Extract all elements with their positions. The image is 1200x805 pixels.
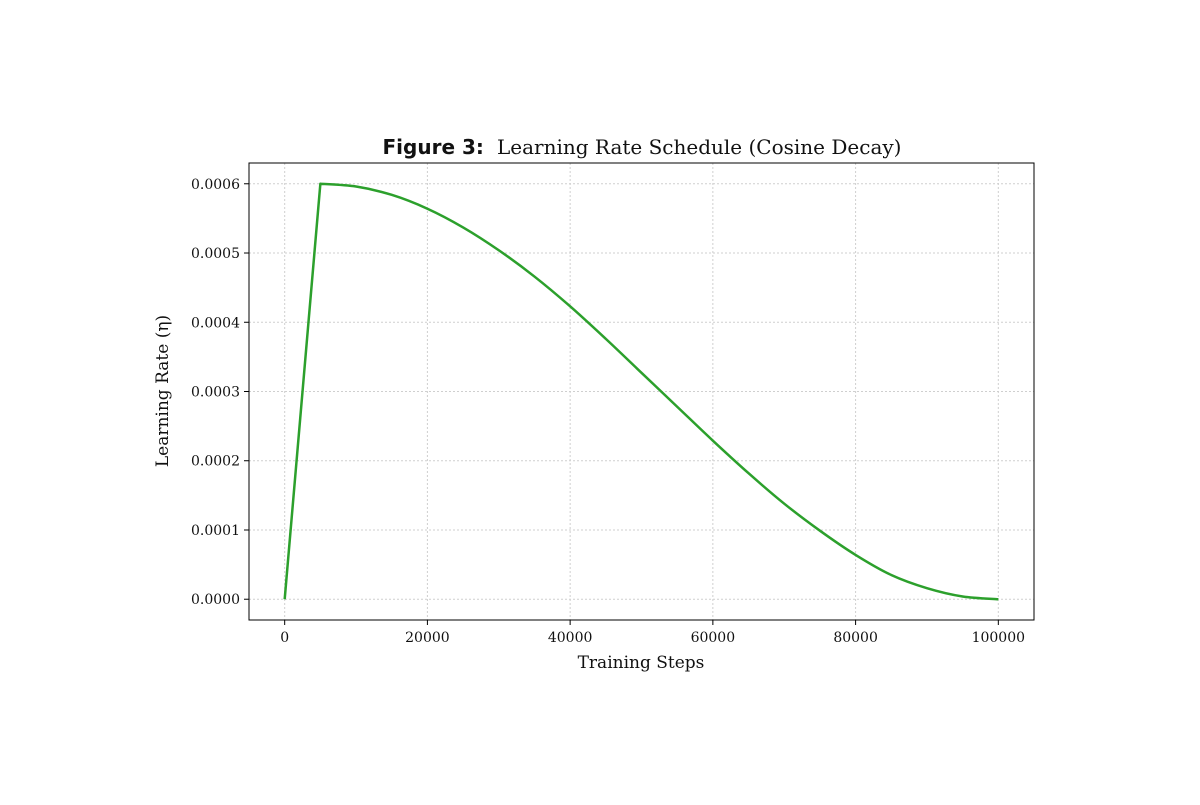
series-line-learning-rate [283,182,999,601]
chart-title-prefix: Figure 3: [383,135,484,159]
x-axis-label: Training Steps [578,653,705,673]
y-tick-label: 0.0000 [191,592,240,608]
x-tick-label: 80000 [833,630,878,646]
grid-lines [249,163,1034,620]
chart-title: Figure 3: Learning Rate Schedule (Cosine… [383,135,902,159]
x-tick-label: 60000 [691,630,736,646]
y-tick-label: 0.0003 [191,385,240,401]
y-axis-label: Learning Rate (η) [153,315,173,467]
series-layer [283,182,999,601]
y-tick-label: 0.0005 [191,246,240,262]
chart-title-main: Learning Rate Schedule (Cosine Decay) [497,135,901,159]
y-tick-label: 0.0006 [191,177,240,193]
x-tick-label: 20000 [405,630,450,646]
y-tick-label: 0.0001 [191,523,240,539]
axis-ticks: 0 20000 40000 60000 80000 100000 0.0000 0.0001 0… [191,177,1025,646]
x-tick-label: 0 [280,630,289,646]
y-tick-label: 0.0004 [191,315,240,331]
x-tick-label: 100000 [972,630,1025,646]
y-tick-label: 0.0002 [191,454,240,470]
x-tick-label: 40000 [548,630,593,646]
